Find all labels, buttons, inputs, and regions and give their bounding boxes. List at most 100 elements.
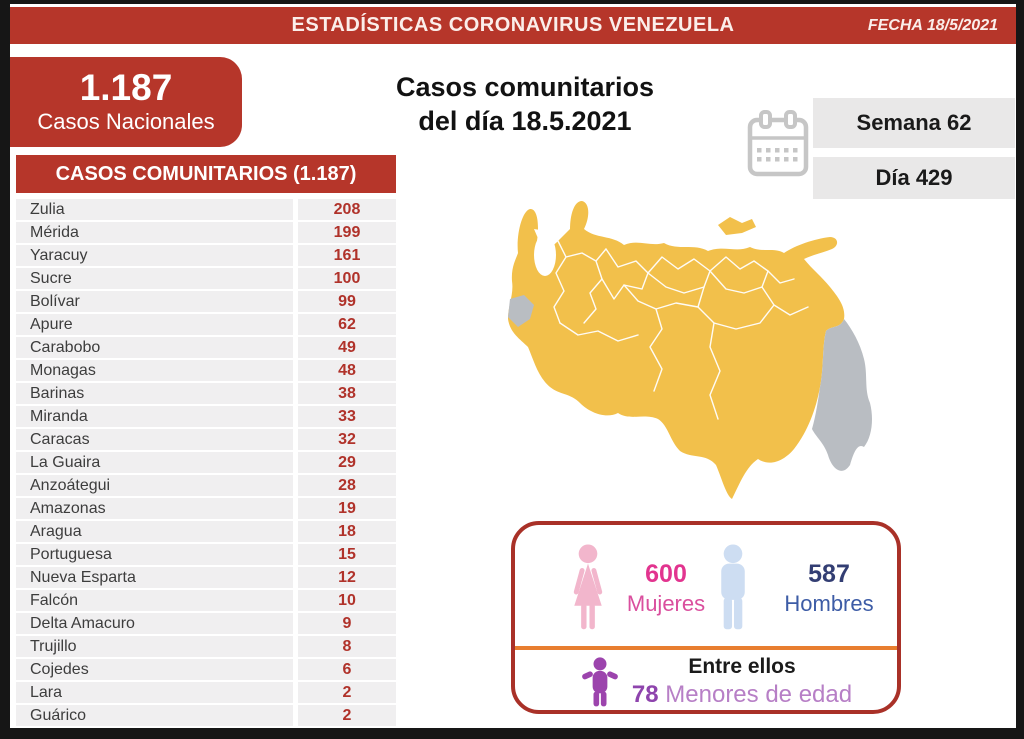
state-name-cell: Monagas	[16, 360, 293, 381]
table-row: Caracas 32	[16, 429, 396, 450]
state-cases-cell: 2	[298, 682, 396, 703]
table-row: Monagas 48	[16, 360, 396, 381]
state-name-cell: Aragua	[16, 521, 293, 542]
week-badge: Semana 62	[813, 98, 1015, 148]
minors-intro: Entre ellos	[688, 655, 796, 678]
table-row: Anzoátegui 28	[16, 475, 396, 496]
panel-divider	[515, 646, 897, 650]
state-cases-cell: 208	[298, 199, 396, 220]
state-cases-cell: 28	[298, 475, 396, 496]
state-name-cell: Delta Amacuro	[16, 613, 293, 634]
table-row: La Guaira 29	[16, 452, 396, 473]
day-badge: Día 429	[813, 157, 1015, 199]
state-cases-cell: 10	[298, 590, 396, 611]
state-name-cell: Anzoátegui	[16, 475, 293, 496]
page-title-line2: del día 18.5.2021	[418, 106, 632, 136]
women-label: Mujeres	[626, 591, 706, 616]
table-row: Yaracuy 161	[16, 245, 396, 266]
header-date: FECHA 18/5/2021	[867, 16, 998, 34]
state-name-cell: Bolívar	[16, 291, 293, 312]
header-title: ESTADÍSTICAS CORONAVIRUS VENEZUELA	[291, 14, 735, 36]
state-cases-cell: 32	[298, 429, 396, 450]
state-name-cell: Amazonas	[16, 498, 293, 519]
state-name-cell: Yaracuy	[16, 245, 293, 266]
state-cases-cell: 2	[298, 705, 396, 726]
minors-stat: Entre ellos 78 Menores de edad	[627, 654, 857, 709]
minors-label: Menores de edad	[665, 681, 853, 708]
table-row: Cojedes 6	[16, 659, 396, 680]
child-icon	[582, 657, 618, 707]
table-row: Guárico 2	[16, 705, 396, 726]
state-cases-cell: 100	[298, 268, 396, 289]
minors-count: 78	[631, 681, 659, 708]
table-row: Portuguesa 15	[16, 544, 396, 565]
state-cases-cell: 6	[298, 659, 396, 680]
table-row: Nueva Esparta 12	[16, 567, 396, 588]
table-row: Amazonas 19	[16, 498, 396, 519]
page-title-line1: Casos comunitarios	[395, 72, 655, 102]
state-name-cell: Mérida	[16, 222, 293, 243]
state-cases-cell: 161	[298, 245, 396, 266]
top-header-bar: ESTADÍSTICAS CORONAVIRUS VENEZUELA FECHA…	[10, 7, 1016, 44]
table-row: Aragua 18	[16, 521, 396, 542]
table-row: Apure 62	[16, 314, 396, 335]
table-row: Trujillo 8	[16, 636, 396, 657]
state-cases-cell: 199	[298, 222, 396, 243]
table-row: Lara 2	[16, 682, 396, 703]
state-name-cell: Cojedes	[16, 659, 293, 680]
male-icon	[721, 544, 745, 630]
state-name-cell: Carabobo	[16, 337, 293, 358]
state-cases-cell: 12	[298, 567, 396, 588]
table-row: Sucre 100	[16, 268, 396, 289]
minors-line: 78 Menores de edad	[627, 680, 857, 709]
state-name-cell: Apure	[16, 314, 293, 335]
state-cases-cell: 49	[298, 337, 396, 358]
cases-table-body: Zulia 208 Mérida 199 Yaracuy 161 Sucre 100 Bolív…	[16, 199, 396, 728]
infographic-canvas: ESTADÍSTICAS CORONAVIRUS VENEZUELA FECHA…	[10, 4, 1016, 728]
table-row: Mérida 199	[16, 222, 396, 243]
state-cases-cell: 8	[298, 636, 396, 657]
state-cases-cell: 29	[298, 452, 396, 473]
state-name-cell: Nueva Esparta	[16, 567, 293, 588]
cases-table-header: CASOS COMUNITARIOS (1.187)	[16, 155, 396, 193]
national-cases-label: Casos Nacionales	[37, 109, 215, 134]
table-row: Bolívar 99	[16, 291, 396, 312]
state-name-cell: Caracas	[16, 429, 293, 450]
table-row: Miranda 33	[16, 406, 396, 427]
female-icon	[573, 544, 603, 630]
state-cases-cell: 9	[298, 613, 396, 634]
national-cases-box: 1.187 Casos Nacionales	[10, 57, 242, 147]
men-stat: 587 Hombres	[767, 559, 891, 619]
state-name-cell: Zulia	[16, 199, 293, 220]
table-row: Carabobo 49	[16, 337, 396, 358]
women-count: 600	[645, 560, 687, 588]
state-name-cell: Miranda	[16, 406, 293, 427]
page-title: Casos comunitarios del día 18.5.2021	[360, 70, 690, 138]
calendar-icon	[747, 110, 809, 177]
state-cases-cell: 33	[298, 406, 396, 427]
table-row: Delta Amacuro 9	[16, 613, 396, 634]
table-row: Zulia 208	[16, 199, 396, 220]
state-cases-cell: 19	[298, 498, 396, 519]
state-name-cell: Portuguesa	[16, 544, 293, 565]
state-name-cell: Falcón	[16, 590, 293, 611]
state-name-cell: Trujillo	[16, 636, 293, 657]
national-cases-value: 1.187	[79, 67, 173, 108]
men-label: Hombres	[784, 591, 874, 616]
state-cases-cell: 62	[298, 314, 396, 335]
venezuela-map	[508, 201, 872, 499]
state-cases-cell: 48	[298, 360, 396, 381]
men-count: 587	[808, 560, 850, 588]
state-name-cell: Sucre	[16, 268, 293, 289]
women-stat: 600 Mujeres	[611, 559, 721, 619]
table-row: Falcón 10	[16, 590, 396, 611]
table-row: Barinas 38	[16, 383, 396, 404]
state-name-cell: Barinas	[16, 383, 293, 404]
state-name-cell: Lara	[16, 682, 293, 703]
state-name-cell: La Guaira	[16, 452, 293, 473]
state-cases-cell: 38	[298, 383, 396, 404]
state-cases-cell: 15	[298, 544, 396, 565]
state-name-cell: Guárico	[16, 705, 293, 726]
state-cases-cell: 18	[298, 521, 396, 542]
state-cases-cell: 99	[298, 291, 396, 312]
